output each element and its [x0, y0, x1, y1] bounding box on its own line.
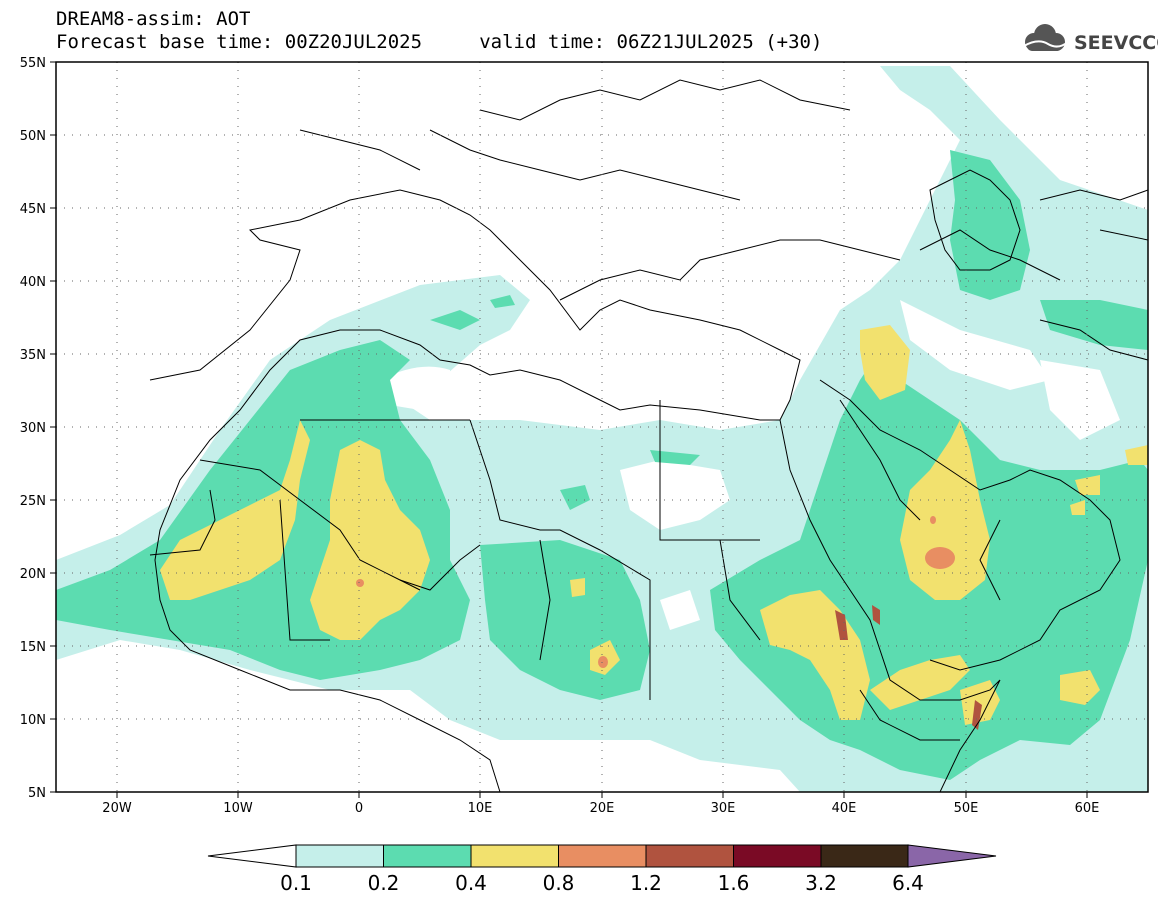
forecast-time-line: Forecast base time: 00Z20JUL2025 valid t… [56, 31, 823, 53]
lat-label: 25N [20, 494, 46, 509]
colorbar: 0.1 0.2 0.4 0.8 1.2 1.6 3.2 6.4 [207, 844, 997, 895]
colorbar-label: 0.2 [368, 871, 400, 895]
lon-label: 60E [1075, 801, 1100, 816]
colorbar-swatch [820, 844, 909, 868]
lat-label: 30N [20, 421, 46, 436]
lat-label: 55N [20, 56, 46, 71]
colorbar-swatch [383, 844, 472, 868]
colorbar-label: 3.2 [805, 871, 837, 895]
axis-ticks [50, 61, 1088, 798]
lon-labels: 20W 10W 0 10E 20E 30E 40E 50E 60E [102, 801, 1099, 816]
lon-label: 20W [102, 801, 132, 816]
lon-label: 10W [223, 801, 253, 816]
lat-label: 5N [28, 786, 46, 801]
aot-band-1.2 [835, 605, 982, 730]
lat-label: 50N [20, 129, 46, 144]
logo-text: SEEVCCC [1074, 32, 1158, 54]
colorbar-swatch [733, 844, 822, 868]
colorbar-swatch [470, 844, 559, 868]
coastlines-borders [149, 79, 1148, 792]
seevccc-logo: SEEVCCC [1023, 24, 1158, 54]
colorbar-label: 0.1 [280, 871, 312, 895]
lat-label: 15N [20, 640, 46, 655]
lon-label: 50E [954, 801, 979, 816]
lat-label: 40N [20, 275, 46, 290]
colorbar-label: 6.4 [892, 871, 924, 895]
lat-label: 10N [20, 713, 46, 728]
colorbar-label: 0.4 [455, 871, 487, 895]
colorbar-high-arrow [907, 844, 997, 868]
colorbar-swatch [558, 844, 647, 868]
lon-label: 30E [711, 801, 736, 816]
lon-label: 0 [355, 801, 363, 816]
lat-label: 45N [20, 202, 46, 217]
colorbar-label: 1.6 [718, 871, 750, 895]
lon-label: 20E [590, 801, 615, 816]
colorbar-label: 1.2 [630, 871, 662, 895]
colorbar-low-arrow [207, 844, 297, 868]
lat-label: 35N [20, 348, 46, 363]
lat-labels: 55N 50N 45N 40N 35N 30N 25N 20N 15N 10N … [20, 56, 46, 801]
aot-band-0.4 [160, 325, 1148, 725]
lon-label: 40E [832, 801, 857, 816]
aot-field [56, 66, 1148, 792]
colorbar-label: 0.8 [543, 871, 575, 895]
lat-lon-grid [56, 62, 1148, 792]
map-title: DREAM8-assim: AOT [56, 8, 251, 30]
colorbar-swatch [645, 844, 734, 868]
colorbar-swatch [295, 844, 384, 868]
aot-band-0.8 [356, 516, 955, 668]
lat-label: 20N [20, 567, 46, 582]
lon-label: 10E [468, 801, 493, 816]
